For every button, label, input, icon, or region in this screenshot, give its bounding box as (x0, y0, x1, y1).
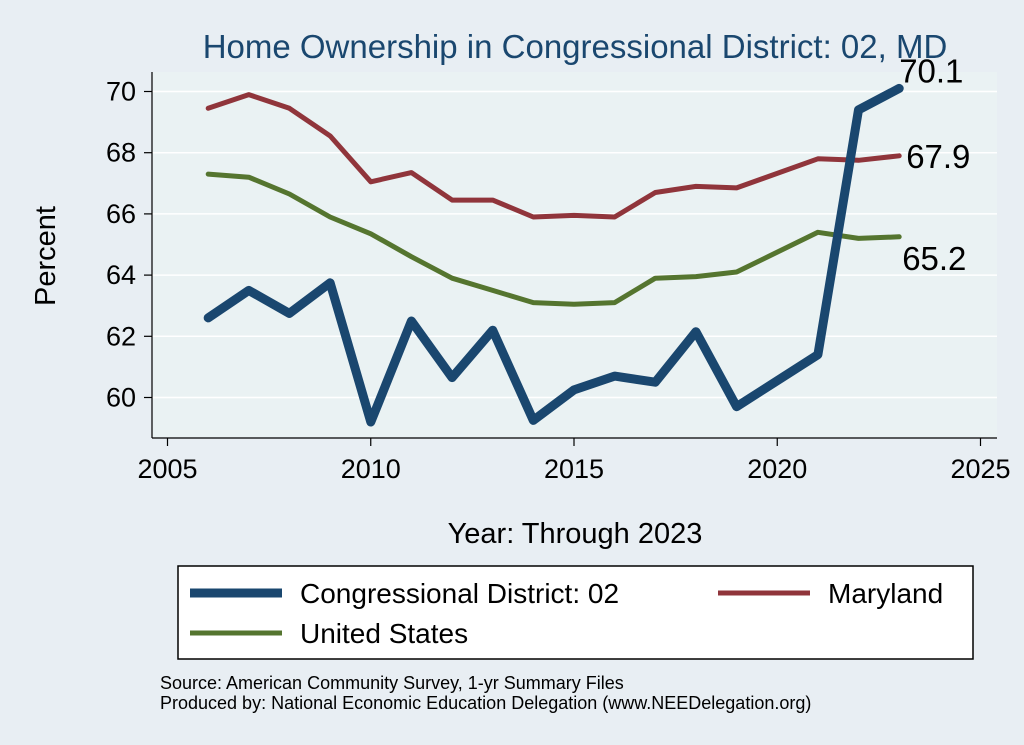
legend-label: Maryland (828, 578, 943, 609)
y-tick-label: 64 (106, 260, 136, 290)
y-tick-label: 60 (106, 383, 136, 413)
producer-note: Produced by: National Economic Education… (160, 693, 811, 713)
data-point (733, 403, 741, 411)
data-point (409, 254, 414, 259)
data-point (287, 192, 292, 197)
data-point (245, 286, 253, 294)
data-point (815, 156, 820, 161)
y-axis-title: Percent (30, 206, 62, 306)
x-tick-label: 2015 (544, 454, 604, 484)
data-point (407, 317, 415, 325)
data-point (490, 198, 495, 203)
plot-area (152, 72, 997, 438)
data-point (693, 184, 698, 189)
data-point (287, 106, 292, 111)
x-tick-label: 2025 (950, 454, 1010, 484)
data-point (651, 378, 659, 386)
data-point (897, 234, 902, 239)
legend-label: United States (300, 618, 468, 649)
data-point (572, 213, 576, 218)
data-point (368, 179, 373, 184)
axis-ticks: 60 62 64 66 68 70 2005 2010 2015 2020 2025 (106, 77, 1011, 485)
end-value-label: 65.2 (902, 240, 966, 277)
x-tick-label: 2005 (137, 454, 197, 484)
data-point (734, 185, 739, 190)
x-axis-title: Year: Through 2023 (448, 518, 703, 550)
data-point (367, 418, 375, 426)
data-point (246, 92, 251, 97)
data-point (612, 300, 617, 305)
data-point (531, 214, 536, 219)
legend-label: Congressional District: 02 (300, 578, 619, 609)
x-tick-label: 2020 (747, 454, 807, 484)
data-point (328, 214, 333, 219)
data-point (531, 300, 536, 305)
data-point (489, 326, 497, 334)
data-point (285, 309, 293, 317)
data-point (815, 230, 820, 235)
data-point (490, 288, 495, 293)
data-point (612, 214, 617, 219)
data-point (855, 106, 863, 114)
series-layer: 70.1 67.9 65.2 (203, 52, 970, 427)
data-point (409, 170, 414, 175)
data-point (204, 314, 212, 322)
data-point (570, 386, 578, 394)
data-point (897, 153, 902, 158)
data-point (692, 328, 700, 336)
data-point (814, 351, 822, 359)
chart-title: Home Ownership in Congressional District… (203, 28, 948, 65)
source-note: Source: American Community Survey, 1-yr … (160, 673, 624, 693)
x-tick-label: 2010 (341, 454, 401, 484)
data-point (246, 175, 251, 180)
data-point (450, 276, 455, 281)
data-point (856, 158, 861, 163)
y-tick-label: 68 (106, 138, 136, 168)
data-point (448, 374, 456, 382)
gridlines (152, 90, 997, 399)
end-value-label: 70.1 (899, 52, 963, 89)
data-point (734, 270, 739, 275)
data-point (653, 276, 658, 281)
end-value-label: 67.9 (906, 138, 970, 175)
y-tick-label: 70 (106, 77, 136, 107)
data-point (529, 416, 537, 424)
data-point (895, 84, 903, 92)
legend: Congressional District: 02 Maryland United… (190, 578, 943, 649)
data-point (368, 231, 373, 236)
data-point (326, 279, 334, 287)
data-point (450, 198, 455, 203)
data-point (572, 302, 576, 307)
data-point (693, 274, 698, 279)
y-tick-label: 62 (106, 321, 136, 351)
data-point (206, 106, 211, 111)
y-tick-label: 66 (106, 199, 136, 229)
data-point (206, 172, 211, 177)
data-point (328, 133, 333, 138)
data-point (653, 190, 658, 195)
data-point (856, 236, 861, 241)
legend-box (177, 565, 974, 660)
data-point (611, 372, 619, 380)
